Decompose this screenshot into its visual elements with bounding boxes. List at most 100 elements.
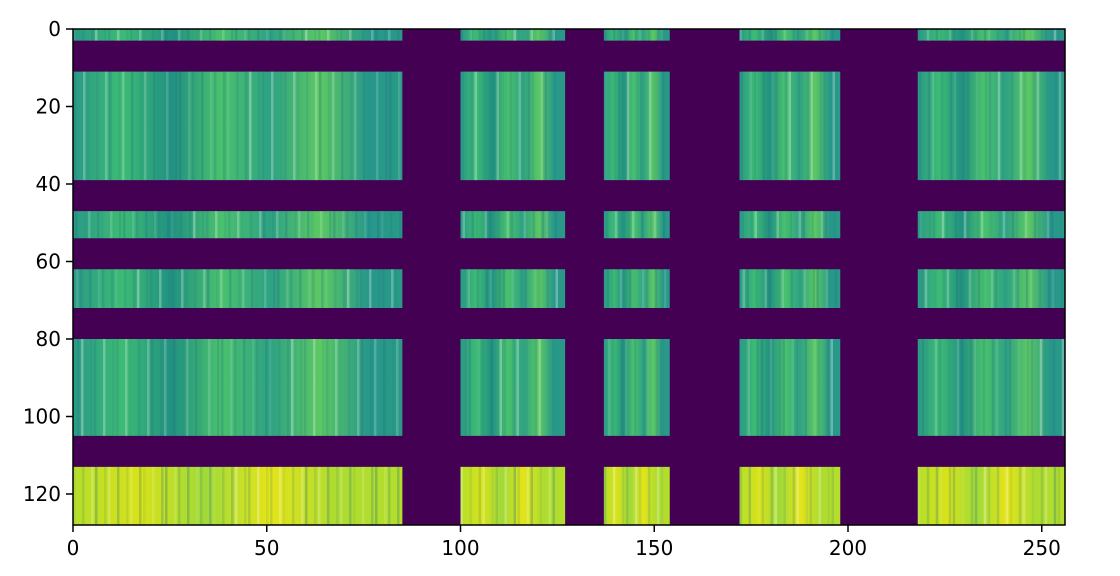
heatmap-streak (286, 269, 289, 308)
heatmap-streak (799, 269, 802, 308)
heatmap-streak (80, 269, 83, 308)
heatmap-streak (143, 29, 146, 41)
heatmap-streak (95, 29, 98, 41)
heatmap-streak (627, 211, 631, 239)
heatmap-streak (223, 71, 226, 181)
heatmap-streak (181, 269, 184, 308)
heatmap-streak (220, 269, 223, 308)
heatmap-streak (1033, 211, 1037, 239)
heatmap-streak (645, 269, 649, 308)
heatmap-streak (625, 466, 629, 525)
heatmap-streak (834, 269, 837, 308)
heatmap-streak (816, 269, 819, 308)
heatmap-streak (101, 211, 104, 239)
heatmap-streak (1001, 71, 1005, 181)
heatmap-streak (741, 211, 744, 239)
heatmap-streak (262, 71, 265, 181)
heatmap-streak (545, 211, 548, 239)
heatmap-cell (73, 269, 403, 308)
heatmap-streak (784, 71, 787, 181)
heatmap-streak (130, 29, 133, 41)
y-tick-label: 80 (36, 327, 61, 351)
heatmap-streak (81, 339, 84, 436)
heatmap-streak (259, 211, 262, 239)
heatmap-streak (1031, 29, 1035, 41)
heatmap-streak (199, 339, 202, 436)
heatmap-streak (641, 269, 645, 308)
heatmap-streak (334, 269, 337, 308)
heatmap-streak (739, 466, 742, 525)
heatmap-streak (343, 269, 346, 308)
heatmap-streak (942, 269, 946, 308)
heatmap-streak (753, 71, 756, 181)
y-tick-label: 0 (48, 17, 61, 41)
heatmap-streak (553, 71, 556, 181)
heatmap-streak (748, 466, 751, 525)
heatmap-cell (460, 466, 566, 525)
heatmap-streak (819, 71, 822, 181)
y-tick-label: 120 (23, 482, 61, 506)
heatmap-streak (555, 269, 558, 308)
heatmap-streak (186, 339, 189, 436)
heatmap-streak (110, 211, 113, 239)
heatmap-streak (647, 466, 651, 525)
heatmap-streak (517, 466, 520, 525)
heatmap-streak (388, 466, 391, 525)
heatmap-streak (652, 71, 656, 181)
heatmap-streak (279, 29, 282, 41)
heatmap-streak (961, 29, 965, 41)
heatmap-streak (200, 29, 203, 41)
heatmap-streak (236, 71, 239, 181)
heatmap-streak (371, 466, 374, 525)
x-tick-label: 200 (829, 536, 867, 560)
heatmap-streak (327, 29, 330, 41)
heatmap-streak (227, 71, 230, 181)
heatmap-streak (540, 71, 543, 181)
heatmap-streak (328, 71, 331, 181)
heatmap-streak (266, 466, 269, 525)
x-tick-label: 50 (254, 536, 279, 560)
heatmap-streak (1017, 339, 1021, 436)
heatmap-streak (525, 339, 528, 436)
heatmap-streak (790, 269, 793, 308)
heatmap-streak (969, 339, 973, 436)
heatmap-cell (73, 211, 403, 239)
heatmap-streak (604, 71, 608, 181)
heatmap-streak (460, 466, 463, 525)
heatmap-streak (277, 269, 280, 308)
heatmap-streak (970, 466, 974, 525)
heatmap-streak (826, 339, 829, 436)
heatmap-streak (534, 339, 537, 436)
heatmap-streak (175, 71, 178, 181)
heatmap-streak (182, 339, 185, 436)
heatmap-streak (77, 339, 80, 436)
heatmap-streak (513, 466, 516, 525)
heatmap-streak (98, 269, 101, 308)
heatmap-streak (1050, 211, 1054, 239)
heatmap-streak (775, 71, 778, 181)
heatmap-streak (385, 71, 388, 181)
heatmap-streak (620, 339, 624, 436)
heatmap-cell (739, 339, 841, 436)
heatmap-cell (603, 211, 670, 239)
heatmap-streak (194, 269, 197, 308)
heatmap-streak (461, 71, 464, 181)
heatmap-streak (774, 466, 777, 525)
heatmap-streak (97, 211, 100, 239)
heatmap-streak (954, 211, 958, 239)
heatmap-streak (397, 29, 400, 41)
heatmap-streak (1008, 339, 1012, 436)
heatmap-streak (229, 269, 232, 308)
heatmap-streak (538, 339, 541, 436)
heatmap-streak (292, 29, 295, 41)
heatmap-streak (391, 269, 394, 308)
heatmap-streak (312, 269, 315, 308)
heatmap-streak (748, 29, 751, 41)
heatmap-streak (235, 466, 238, 525)
heatmap-streak (789, 211, 792, 239)
heatmap-streak (484, 211, 487, 239)
heatmap-streak (482, 466, 485, 525)
heatmap-streak (791, 339, 794, 436)
heatmap-streak (548, 466, 551, 525)
heatmap-streak (1032, 71, 1036, 181)
